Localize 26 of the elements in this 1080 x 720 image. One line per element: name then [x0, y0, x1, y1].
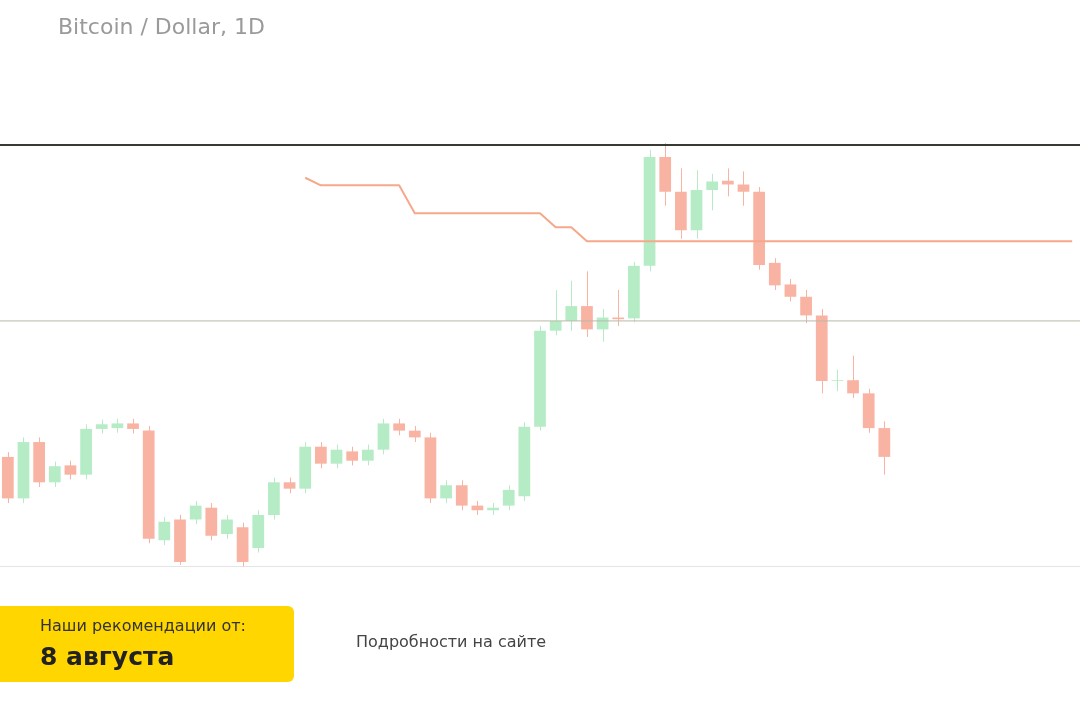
candlestick — [847, 355, 859, 399]
candlestick — [64, 460, 77, 480]
candlestick — [158, 516, 171, 546]
candlestick — [784, 278, 797, 302]
candlestick — [721, 167, 734, 197]
candlestick — [48, 461, 61, 488]
candlestick — [440, 479, 452, 504]
candlestick — [768, 257, 781, 291]
candlestick — [565, 280, 578, 332]
candlestick — [455, 479, 468, 511]
candlestick — [361, 444, 374, 466]
candlestick — [315, 441, 327, 469]
candlestick — [706, 173, 719, 211]
label-box: Наши рекомендации от: 8 августа — [0, 606, 294, 682]
candlestick — [581, 270, 593, 338]
candlestick — [189, 500, 202, 525]
candlestick — [549, 289, 562, 336]
candlestick — [346, 446, 359, 466]
chart-title: Bitcoin / Dollar, 1D — [58, 14, 265, 39]
candlestick — [800, 289, 812, 324]
candlestick — [221, 514, 233, 540]
text: Подробности на сайте — [356, 632, 547, 651]
candlestick — [330, 444, 343, 469]
candlestick — [831, 369, 844, 392]
candlestick — [502, 484, 515, 511]
candlestick — [737, 170, 750, 207]
